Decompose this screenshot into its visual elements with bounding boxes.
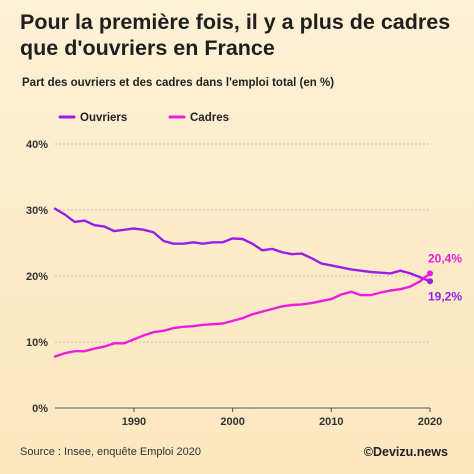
series-line-cadres: [53, 272, 432, 358]
chart-axes: 0% 10% 20% 30% 40% 1990 2000 2010 2020: [26, 139, 442, 428]
legend-label-cadres: Cadres: [190, 112, 229, 124]
end-label-cadres: 20,4%: [428, 251, 462, 265]
chart-subtitle: Part des ouvriers et des cadres dans l'e…: [22, 77, 335, 89]
y-tick-label: 10%: [26, 337, 48, 349]
chart-end-labels: 19,2% 20,4%: [428, 251, 462, 303]
x-tick-label: 1990: [122, 416, 146, 428]
y-tick-label: 0%: [32, 403, 48, 415]
end-label-ouvriers: 19,2%: [428, 289, 462, 303]
x-tick-label: 2020: [418, 416, 442, 428]
x-tick-label: 2010: [319, 416, 343, 428]
chart-series: [53, 207, 433, 358]
source-note: Source : Insee, enquête Emploi 2020: [20, 446, 202, 458]
x-tick-label: 2000: [220, 416, 244, 428]
chart-title: Pour la première fois, il y a plus de ca…: [20, 10, 451, 60]
y-tick-label: 30%: [26, 205, 48, 217]
series-line-ouvriers: [53, 207, 432, 283]
y-tick-label: 20%: [26, 271, 48, 283]
series-endpoint-cadres: [427, 270, 433, 277]
y-tick-label: 40%: [26, 139, 48, 151]
chart-legend: Ouvriers Cadres: [58, 112, 229, 124]
credit-label: ©Devizu.news: [363, 445, 448, 459]
series-endpoint-ouvriers: [427, 278, 433, 285]
chart-grid: [55, 143, 430, 343]
legend-label-ouvriers: Ouvriers: [80, 112, 127, 124]
